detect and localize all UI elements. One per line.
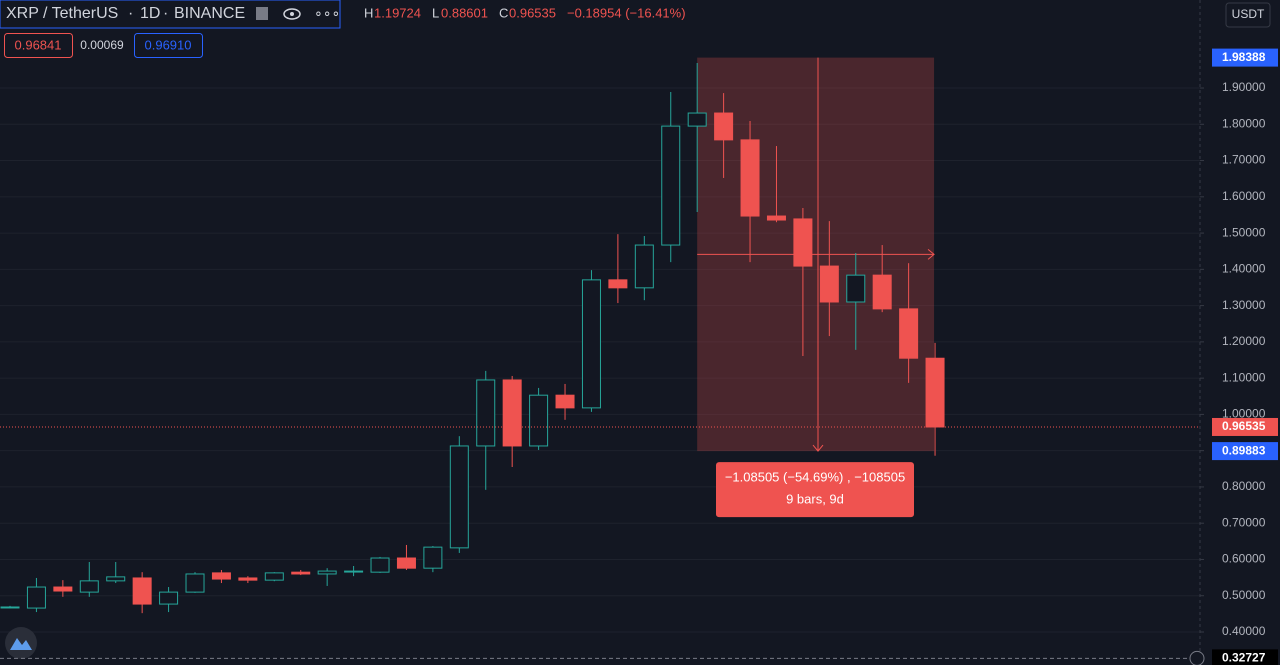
candle-body bbox=[529, 394, 549, 447]
y-tick-label: 1.80000 bbox=[1222, 116, 1266, 130]
candle-body bbox=[185, 573, 205, 593]
price-label-box bbox=[1212, 417, 1278, 436]
high-key: H bbox=[364, 5, 373, 20]
candle-body bbox=[344, 570, 364, 573]
close-value: 0.96535 bbox=[509, 5, 556, 20]
price-label-box bbox=[1212, 649, 1278, 665]
logo[interactable] bbox=[5, 627, 37, 659]
spread: 0.00069 bbox=[80, 38, 124, 52]
candle-body bbox=[793, 218, 813, 267]
y-tick-label: 0.60000 bbox=[1222, 552, 1266, 566]
currency-box[interactable] bbox=[1225, 2, 1271, 28]
sell-price: 0.96841 bbox=[15, 37, 62, 52]
price-label-box bbox=[1212, 442, 1278, 461]
candle-body bbox=[766, 215, 786, 221]
sep: · bbox=[163, 5, 168, 22]
y-tick-label: 1.90000 bbox=[1222, 80, 1266, 94]
buy-box[interactable] bbox=[134, 33, 203, 58]
symbol: XRP / TetherUS bbox=[6, 5, 118, 22]
candle-body bbox=[132, 577, 152, 605]
candle-body bbox=[53, 586, 73, 592]
currency: USDT bbox=[1232, 7, 1265, 21]
candle-body bbox=[79, 580, 99, 593]
logo-mark bbox=[10, 638, 32, 650]
y-tick-label: 0.50000 bbox=[1222, 588, 1266, 602]
candle-body bbox=[608, 279, 628, 289]
icon-flag[interactable] bbox=[256, 7, 268, 20]
candle-body bbox=[291, 571, 311, 575]
measure-label-box bbox=[716, 462, 914, 518]
y-tick-label: 0.80000 bbox=[1222, 479, 1266, 493]
candle-body bbox=[211, 572, 231, 580]
price-label: 0.32727 bbox=[1222, 651, 1266, 665]
y-tick-label: 0.40000 bbox=[1222, 624, 1266, 638]
sep: · bbox=[128, 5, 133, 22]
candle-body bbox=[581, 279, 601, 409]
candle-body bbox=[396, 557, 416, 569]
candle-body bbox=[925, 357, 945, 428]
candle-body bbox=[502, 379, 522, 447]
y-tick-label: 0.70000 bbox=[1222, 515, 1266, 529]
y-tick-label: 1.10000 bbox=[1222, 370, 1266, 384]
candle-body bbox=[238, 577, 258, 581]
candle-body bbox=[634, 244, 654, 289]
candle-body bbox=[317, 570, 337, 575]
close-key: C bbox=[499, 5, 508, 20]
candle-body bbox=[26, 586, 46, 609]
candle-body bbox=[159, 591, 179, 605]
sell-box[interactable] bbox=[4, 33, 73, 58]
crosshair-plus bbox=[1189, 650, 1205, 665]
y-tick-label: 1.50000 bbox=[1222, 225, 1266, 239]
candle-body bbox=[555, 394, 575, 409]
high-value: 1.19724 bbox=[374, 5, 421, 20]
candle-body bbox=[106, 576, 126, 582]
candle-body bbox=[0, 606, 20, 609]
low-value: 0.88601 bbox=[441, 5, 488, 20]
y-tick-label: 1.70000 bbox=[1222, 153, 1266, 167]
y-tick-label: 1.60000 bbox=[1222, 189, 1266, 203]
candle-body bbox=[846, 274, 866, 303]
candle-body bbox=[740, 139, 760, 217]
low-key: L bbox=[432, 5, 439, 20]
measure-label: −1.08505 (−54.69%) , −108505 bbox=[725, 470, 905, 485]
candle-body bbox=[899, 308, 919, 359]
price-label-box bbox=[1212, 48, 1278, 67]
price-label: 0.96535 bbox=[1222, 419, 1266, 433]
change: −0.18954 (−16.41%) bbox=[567, 5, 686, 20]
plot-area: −1.08505 (−54.69%) , −108505 9 bars, 9d bbox=[0, 57, 1200, 633]
measure-arrow bbox=[927, 248, 935, 260]
measure-sublabel: 9 bars, 9d bbox=[786, 492, 844, 507]
exchange: BINANCE bbox=[174, 5, 245, 22]
candle-body bbox=[476, 379, 496, 447]
y-tick-label: 1.20000 bbox=[1222, 334, 1266, 348]
buy-price: 0.96910 bbox=[145, 37, 192, 52]
price-label: 1.98388 bbox=[1222, 50, 1266, 64]
icon-eye-pupil bbox=[290, 12, 294, 16]
candle-body bbox=[714, 112, 734, 141]
icon-eye[interactable] bbox=[283, 8, 301, 20]
candle-body bbox=[423, 546, 443, 569]
candle-body bbox=[264, 572, 284, 581]
y-tick-label: 1.40000 bbox=[1222, 262, 1266, 276]
candle-body bbox=[872, 274, 892, 310]
candle-body bbox=[687, 112, 707, 127]
candle-body bbox=[370, 557, 390, 573]
candle-body bbox=[661, 125, 681, 246]
interval: 1D bbox=[140, 5, 160, 22]
candle-body bbox=[819, 265, 839, 303]
candle-body bbox=[449, 445, 469, 549]
y-tick-label: 1.30000 bbox=[1222, 298, 1266, 312]
measure-arrow bbox=[812, 444, 824, 452]
price-label: 0.89883 bbox=[1222, 443, 1266, 457]
icon-more[interactable]: ∘∘∘ bbox=[314, 5, 340, 21]
y-tick-label: 1.00000 bbox=[1222, 407, 1266, 421]
